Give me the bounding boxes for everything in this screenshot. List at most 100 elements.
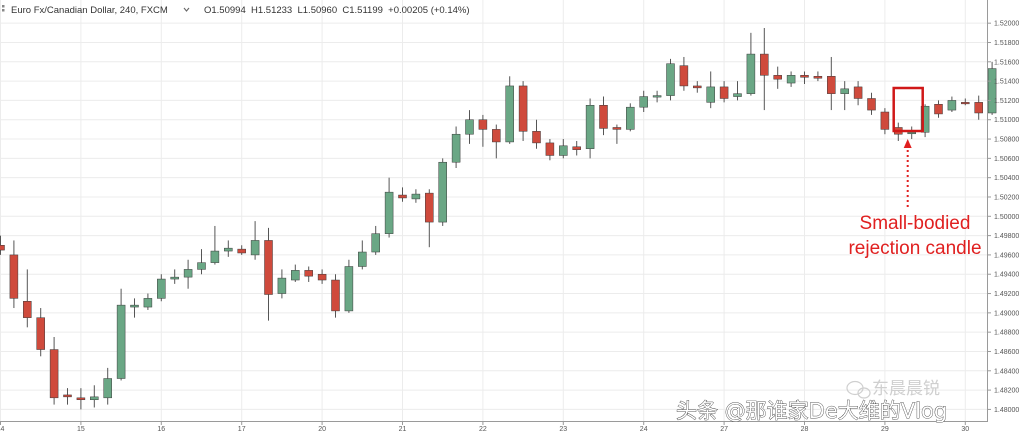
price-tick-label: 1.51200	[994, 98, 1019, 105]
bullish-candle	[559, 139, 568, 159]
bullish-candle	[746, 32, 756, 96]
candle-body	[411, 193, 421, 200]
price-tick-label: 1.50000	[994, 214, 1019, 221]
candle-body	[291, 270, 300, 281]
bearish-candle	[425, 189, 434, 248]
time-tick-label: 29	[881, 426, 889, 433]
candle-body	[465, 119, 474, 135]
candle-body	[652, 95, 662, 98]
candle-body	[505, 85, 514, 143]
candle-body	[853, 86, 863, 99]
bearish-candle	[693, 81, 702, 93]
time-tick-label: 16	[157, 426, 165, 433]
bullish-candle	[947, 96, 957, 113]
annotation-line2: rejection candle	[848, 238, 981, 259]
bearish-candle	[0, 235, 5, 255]
menu-icon[interactable]	[2, 5, 5, 12]
symbol-title[interactable]: Euro Fx/Canadian Dollar, 240, FXCM	[11, 5, 168, 16]
bearish-candle	[532, 119, 541, 149]
price-tick-label: 1.50200	[994, 194, 1019, 201]
candle-body	[545, 142, 555, 156]
bearish-candle	[719, 81, 729, 103]
candle-body	[518, 85, 528, 132]
chart-header: Euro Fx/Canadian Dollar, 240, FXCM O1.50…	[2, 5, 470, 16]
wechat-icon	[846, 380, 871, 399]
candle-body	[157, 278, 166, 299]
bullish-candle	[157, 274, 166, 302]
candle-body	[920, 105, 930, 133]
candle-body	[425, 192, 434, 223]
candle-body	[250, 240, 260, 256]
candle-body	[197, 262, 206, 270]
price-tick-label: 1.51400	[994, 79, 1019, 86]
candle-body	[116, 304, 126, 379]
bearish-candle	[63, 388, 72, 405]
candle-body	[867, 98, 876, 111]
bullish-candle	[384, 177, 394, 238]
candle-body	[438, 161, 447, 223]
bearish-candle	[961, 98, 970, 106]
bearish-candle	[679, 56, 689, 91]
bullish-candle	[639, 90, 648, 113]
candle-body	[9, 254, 19, 299]
candle-body	[639, 96, 648, 108]
bullish-candle	[358, 240, 367, 270]
candle-body	[492, 129, 501, 143]
annotation-line1: Small-bodied	[860, 213, 971, 234]
bullish-candle	[411, 189, 421, 203]
bullish-candle	[344, 259, 354, 313]
price-tick-label: 1.49800	[994, 233, 1019, 240]
price-tick-label: 1.52000	[994, 21, 1019, 28]
candle-body	[974, 102, 983, 114]
bullish-candle	[183, 259, 193, 289]
bearish-candle	[813, 71, 823, 82]
bullish-candle	[130, 298, 139, 318]
candle-body	[880, 111, 890, 130]
time-tick-label: 30	[961, 426, 969, 433]
time-tick-label: 14	[0, 426, 4, 433]
bearish-candle	[612, 124, 622, 144]
bullish-candle	[277, 269, 287, 299]
price-tick-label: 1.49400	[994, 272, 1019, 279]
candle-body	[840, 88, 849, 94]
bearish-candle	[934, 100, 943, 118]
price-tick-label: 1.49200	[994, 291, 1019, 298]
candle-body	[934, 104, 943, 115]
bullish-candle	[666, 58, 675, 101]
chevron-down-icon[interactable]	[183, 7, 190, 12]
candle-body	[987, 68, 997, 114]
bullish-candle	[291, 264, 300, 282]
bullish-candle	[585, 98, 595, 159]
candle-body	[532, 131, 541, 144]
time-tick-label: 17	[238, 426, 246, 433]
bearish-candle	[518, 81, 528, 141]
bearish-candle	[599, 96, 608, 136]
candle-body	[304, 270, 313, 277]
candle-body	[666, 63, 675, 96]
time-tick-label: 27	[720, 426, 728, 433]
price-tick-label: 1.49600	[994, 252, 1019, 259]
candle-body	[358, 251, 367, 267]
price-tick-label: 1.48200	[994, 388, 1019, 395]
bullish-candle	[210, 225, 220, 265]
bullish-candle	[733, 81, 742, 101]
time-tick-label: 24	[640, 426, 648, 433]
candle-body	[827, 76, 836, 94]
bullish-candle	[840, 81, 849, 111]
candle-body	[679, 65, 689, 87]
bullish-candle	[116, 288, 126, 381]
candle-body	[277, 277, 287, 294]
candle-body	[344, 266, 354, 312]
bearish-candle	[880, 108, 890, 135]
bearish-candle	[237, 245, 246, 255]
price-tick-label: 1.50400	[994, 175, 1019, 182]
bullish-candle	[465, 110, 474, 144]
highlight-box	[892, 86, 924, 133]
price-tick-label: 1.50800	[994, 137, 1019, 144]
bullish-candle	[143, 293, 153, 310]
candle-body	[800, 75, 809, 78]
bullish-candle	[505, 76, 514, 144]
price-tick-label: 1.48000	[994, 407, 1019, 414]
candle-body	[170, 276, 179, 280]
